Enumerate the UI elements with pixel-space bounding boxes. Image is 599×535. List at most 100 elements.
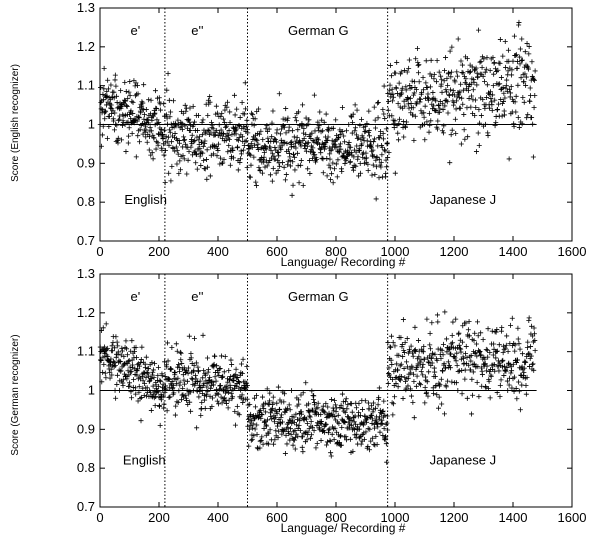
data-point — [469, 411, 475, 417]
data-point — [274, 127, 280, 133]
data-point — [304, 421, 310, 427]
data-point — [192, 373, 198, 379]
data-point — [434, 392, 440, 398]
data-point — [441, 68, 447, 74]
data-point — [432, 369, 438, 375]
data-point — [139, 106, 145, 112]
data-point — [504, 365, 510, 371]
data-point — [392, 118, 398, 124]
data-point — [103, 109, 109, 115]
data-point — [176, 361, 182, 367]
data-point — [333, 161, 339, 167]
data-point — [302, 430, 308, 436]
data-point — [323, 401, 329, 407]
data-point — [191, 119, 197, 125]
data-point — [100, 91, 106, 97]
data-point — [522, 71, 528, 77]
data-point — [271, 441, 277, 447]
data-point — [393, 374, 399, 380]
data-point — [321, 119, 327, 125]
data-point — [127, 364, 133, 370]
x-tick-label: 400 — [207, 510, 229, 525]
data-point — [288, 144, 294, 150]
data-point — [149, 117, 155, 123]
data-point — [297, 415, 303, 421]
data-point — [141, 393, 147, 399]
data-point — [264, 123, 270, 129]
data-point — [185, 370, 191, 376]
data-point — [356, 410, 362, 416]
x-axis-label: Language/ Recording # — [281, 255, 406, 269]
data-point — [184, 368, 190, 374]
data-point — [372, 442, 378, 448]
data-point — [506, 156, 512, 162]
data-point — [404, 119, 410, 125]
data-point — [369, 148, 375, 154]
data-point — [427, 122, 433, 128]
data-point — [349, 401, 355, 407]
data-point — [422, 384, 428, 390]
data-point — [291, 134, 297, 140]
data-point — [384, 459, 390, 465]
data-point — [137, 363, 143, 369]
data-point — [187, 127, 193, 133]
data-point — [281, 391, 287, 397]
region-label-german: German G — [288, 23, 349, 38]
data-point — [472, 113, 478, 119]
data-point — [513, 109, 519, 115]
data-point — [356, 173, 362, 179]
data-point — [289, 420, 295, 426]
data-point — [337, 439, 343, 445]
data-point — [270, 394, 276, 400]
data-point — [447, 48, 453, 54]
data-point — [475, 364, 481, 370]
data-point — [227, 385, 233, 391]
data-point — [370, 162, 376, 168]
data-point — [257, 445, 263, 451]
data-point — [298, 392, 304, 398]
data-point — [279, 143, 285, 149]
data-point — [489, 107, 495, 113]
data-point — [516, 19, 522, 25]
data-point — [385, 91, 391, 97]
data-point — [412, 113, 418, 119]
data-point — [433, 98, 439, 104]
data-point — [155, 373, 161, 379]
data-point — [181, 156, 187, 162]
data-point — [224, 99, 230, 105]
data-point — [254, 144, 260, 150]
data-point — [445, 82, 451, 88]
data-point — [192, 148, 198, 154]
data-point — [442, 309, 448, 315]
data-point — [393, 70, 399, 76]
data-point — [479, 64, 485, 70]
data-point — [204, 355, 210, 361]
data-point — [376, 385, 382, 391]
data-point — [456, 330, 462, 336]
data-point — [378, 129, 384, 134]
data-point — [488, 89, 494, 95]
data-point — [313, 445, 319, 451]
data-point — [480, 337, 486, 343]
data-point — [473, 105, 479, 111]
data-point — [328, 450, 334, 456]
data-point — [429, 320, 435, 326]
data-point — [280, 429, 286, 435]
data-point — [413, 383, 419, 389]
data-point — [294, 416, 300, 422]
data-point — [128, 108, 134, 114]
data-point — [179, 120, 185, 126]
data-point — [490, 83, 496, 89]
data-point — [502, 95, 508, 101]
data-point — [390, 412, 396, 418]
data-point — [182, 102, 188, 108]
data-point — [249, 436, 255, 442]
data-point — [239, 384, 245, 390]
data-point — [517, 407, 523, 413]
data-point — [276, 91, 282, 97]
data-point — [174, 381, 180, 387]
data-point — [387, 374, 393, 380]
data-point — [495, 348, 501, 354]
data-point — [160, 393, 166, 399]
data-point — [118, 352, 124, 358]
